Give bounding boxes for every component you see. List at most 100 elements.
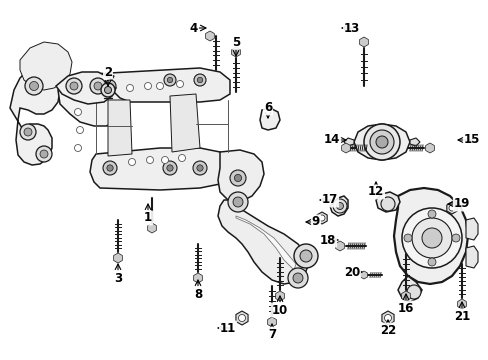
Circle shape [401,208,461,268]
Circle shape [104,86,111,94]
Polygon shape [90,148,227,190]
Circle shape [384,315,391,321]
Polygon shape [10,66,60,165]
Circle shape [20,124,36,140]
Circle shape [292,273,303,283]
Polygon shape [425,143,433,153]
Circle shape [427,258,435,266]
Circle shape [318,215,325,221]
Text: 22: 22 [379,324,395,337]
Circle shape [238,315,245,321]
Polygon shape [343,138,353,146]
Circle shape [193,161,206,175]
Text: 7: 7 [267,328,276,341]
Text: 18: 18 [319,234,336,247]
Polygon shape [409,138,419,146]
Circle shape [94,82,102,90]
Circle shape [421,228,441,248]
Circle shape [161,157,168,163]
Polygon shape [329,196,347,216]
Text: 8: 8 [193,288,202,301]
Text: 14: 14 [323,134,340,147]
Polygon shape [113,253,122,263]
Circle shape [166,165,173,171]
Circle shape [363,124,399,160]
Polygon shape [465,218,477,240]
Circle shape [369,130,393,154]
Circle shape [76,126,83,134]
Polygon shape [20,42,72,90]
Circle shape [332,199,346,213]
Circle shape [232,197,243,207]
Circle shape [167,77,172,83]
Circle shape [227,192,247,212]
Text: 12: 12 [367,185,384,198]
Circle shape [336,202,343,210]
Polygon shape [170,94,200,152]
Circle shape [403,234,411,242]
Text: 17: 17 [321,193,337,207]
Polygon shape [397,276,421,302]
Circle shape [451,234,459,242]
Polygon shape [235,311,247,325]
Circle shape [146,157,153,163]
Circle shape [197,77,203,83]
Polygon shape [56,72,116,104]
Circle shape [234,174,241,181]
Circle shape [299,250,311,262]
Circle shape [156,82,163,90]
Polygon shape [231,47,240,57]
Circle shape [90,78,106,94]
Circle shape [107,83,112,89]
Text: 5: 5 [231,36,240,49]
Polygon shape [147,223,156,233]
Text: 21: 21 [453,310,469,323]
Text: 4: 4 [189,22,198,35]
Polygon shape [218,150,264,202]
Polygon shape [446,202,456,214]
Polygon shape [218,200,307,284]
Circle shape [176,81,183,87]
Polygon shape [341,143,349,153]
Polygon shape [316,212,326,224]
Polygon shape [267,317,276,327]
Text: 13: 13 [343,22,359,35]
Circle shape [103,161,117,175]
Polygon shape [465,246,477,268]
Circle shape [406,285,420,299]
Text: 19: 19 [453,198,469,211]
Circle shape [448,205,454,211]
Circle shape [29,81,39,90]
Text: 10: 10 [271,303,287,316]
Circle shape [104,80,116,92]
Circle shape [380,197,394,211]
Text: 3: 3 [114,271,122,284]
Text: 9: 9 [311,216,320,229]
Circle shape [144,82,151,90]
Polygon shape [393,188,467,284]
Text: 11: 11 [220,321,236,334]
Circle shape [229,170,245,186]
Polygon shape [260,108,280,130]
Polygon shape [236,216,295,270]
Polygon shape [193,273,202,283]
Polygon shape [353,124,409,160]
Circle shape [70,82,78,90]
Text: 6: 6 [264,102,271,114]
Circle shape [25,77,43,95]
Polygon shape [457,299,466,309]
Text: 20: 20 [343,265,359,279]
Text: 16: 16 [397,301,413,315]
Circle shape [40,150,48,158]
Circle shape [24,128,32,136]
Polygon shape [92,68,229,102]
Polygon shape [335,241,344,251]
Polygon shape [58,74,130,126]
Circle shape [287,268,307,288]
Polygon shape [275,291,284,301]
Text: 15: 15 [463,134,479,147]
Circle shape [74,108,81,116]
Circle shape [197,165,203,171]
Circle shape [163,74,176,86]
Polygon shape [205,31,214,41]
